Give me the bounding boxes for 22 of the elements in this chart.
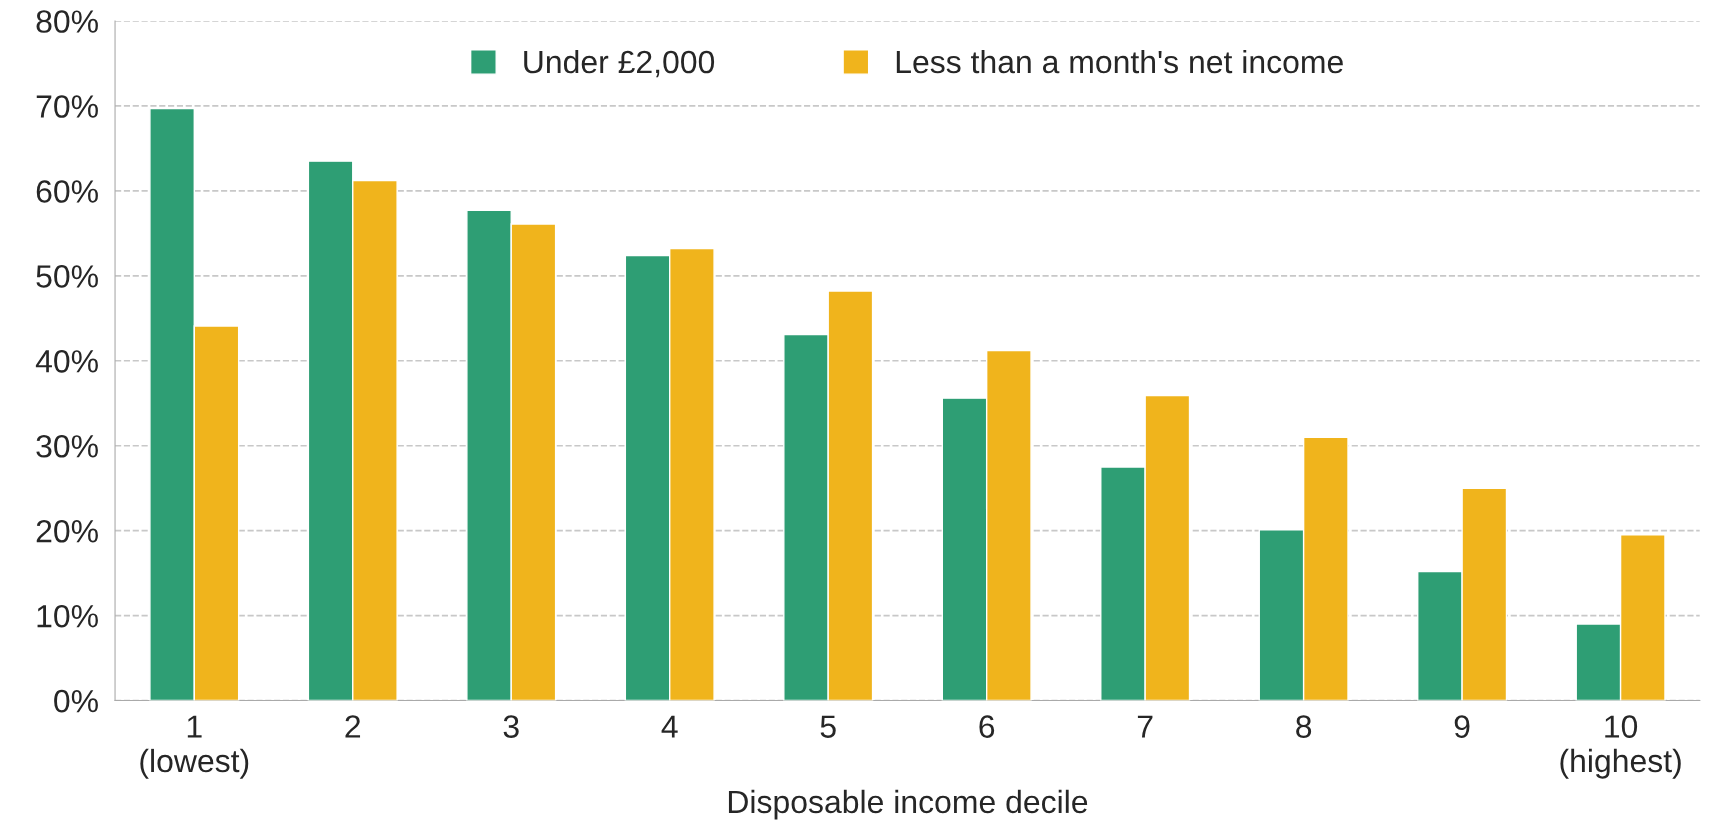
x-tick-label: 6 <box>979 715 995 738</box>
x-tick-label: 4 <box>661 715 678 738</box>
x-tick-label: 2 <box>345 715 361 738</box>
x-tick-label: 8 <box>1296 715 1312 738</box>
y-tick-label: 50% <box>36 265 98 288</box>
x-tick-label: 3 <box>503 715 519 738</box>
x-tick-label: 9 <box>1454 715 1470 738</box>
y-tick-label: 0% <box>54 689 98 713</box>
x-axis-title: Disposable income decile <box>728 789 1088 820</box>
y-tick-label: 20% <box>36 519 98 543</box>
x-tick-label: 10 (highest) <box>1560 715 1681 779</box>
legend-label: Less than a month's net income <box>896 49 1343 74</box>
y-tick-label: 70% <box>36 95 98 118</box>
y-tick-label: 10% <box>37 604 98 628</box>
y-tick-label: 60% <box>36 180 98 203</box>
x-tick-label: 5 <box>820 715 836 738</box>
y-tick-label: 80% <box>36 10 98 33</box>
y-tick-label: 30% <box>36 434 98 458</box>
x-tick-label: 1 (lowest) <box>140 715 249 779</box>
x-tick-label: 7 <box>1137 715 1153 738</box>
y-tick-label: 40% <box>35 350 98 373</box>
legend-label: Under £2,000 <box>524 49 715 78</box>
